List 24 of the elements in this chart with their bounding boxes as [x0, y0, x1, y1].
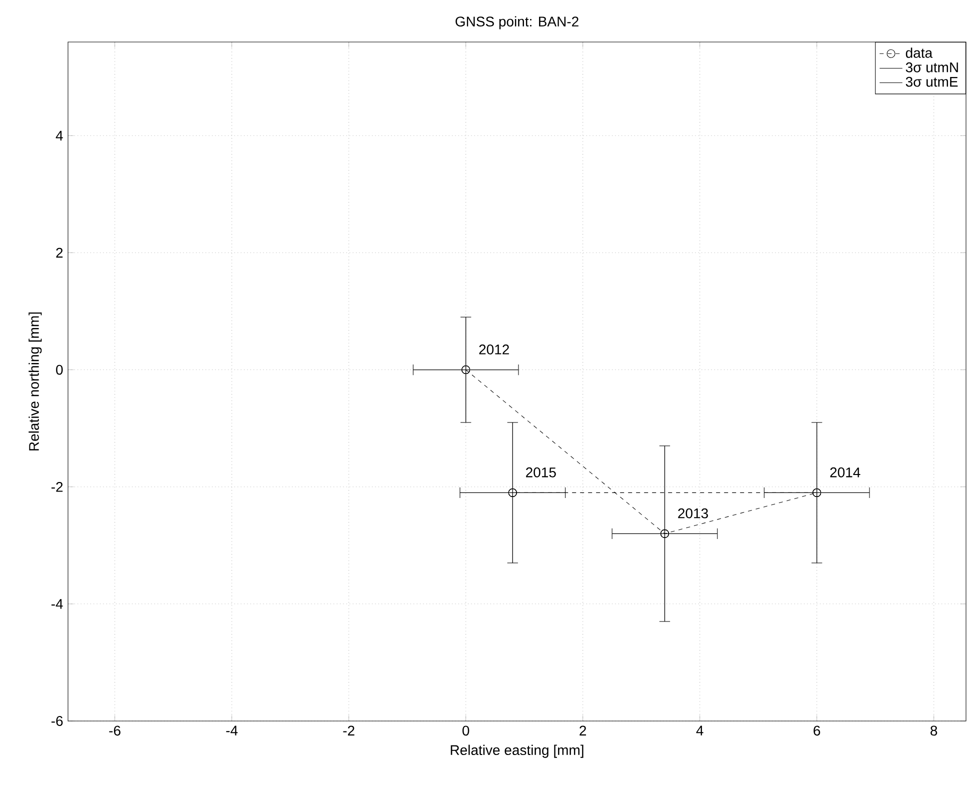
y-tick-label: -4 [51, 599, 63, 609]
y-tick-label: 2 [56, 248, 63, 258]
x-tick-label: -4 [226, 726, 238, 736]
x-tick-label: 2 [580, 726, 586, 736]
x-tick-label: -6 [109, 726, 120, 736]
y-tick-label: -6 [51, 716, 63, 726]
annotation: 2012 [479, 344, 509, 354]
annotation: 2014 [830, 467, 860, 478]
y-tick-label: -2 [51, 482, 63, 492]
legend-label: data [906, 48, 933, 58]
y-axis-title: Relative northing [mm] [28, 312, 42, 450]
x-tick-label: 6 [814, 726, 820, 736]
x-tick-label: 8 [930, 726, 938, 736]
annotation: 2015 [526, 467, 556, 478]
annotation: 2013 [678, 508, 708, 518]
x-axis-title: Relative easting [mm] [450, 744, 584, 758]
legend-label: 3σ utmN [906, 62, 958, 72]
x-tick-label: 0 [462, 726, 470, 736]
legend-label: 3σ utmE [906, 76, 958, 87]
x-tick-label: 4 [696, 726, 704, 736]
x-tick-label: -2 [343, 726, 354, 736]
y-tick-label: 0 [56, 364, 63, 375]
y-tick-label: 4 [56, 130, 63, 140]
chart-title: GNSS point: BAN-2 [456, 16, 578, 30]
